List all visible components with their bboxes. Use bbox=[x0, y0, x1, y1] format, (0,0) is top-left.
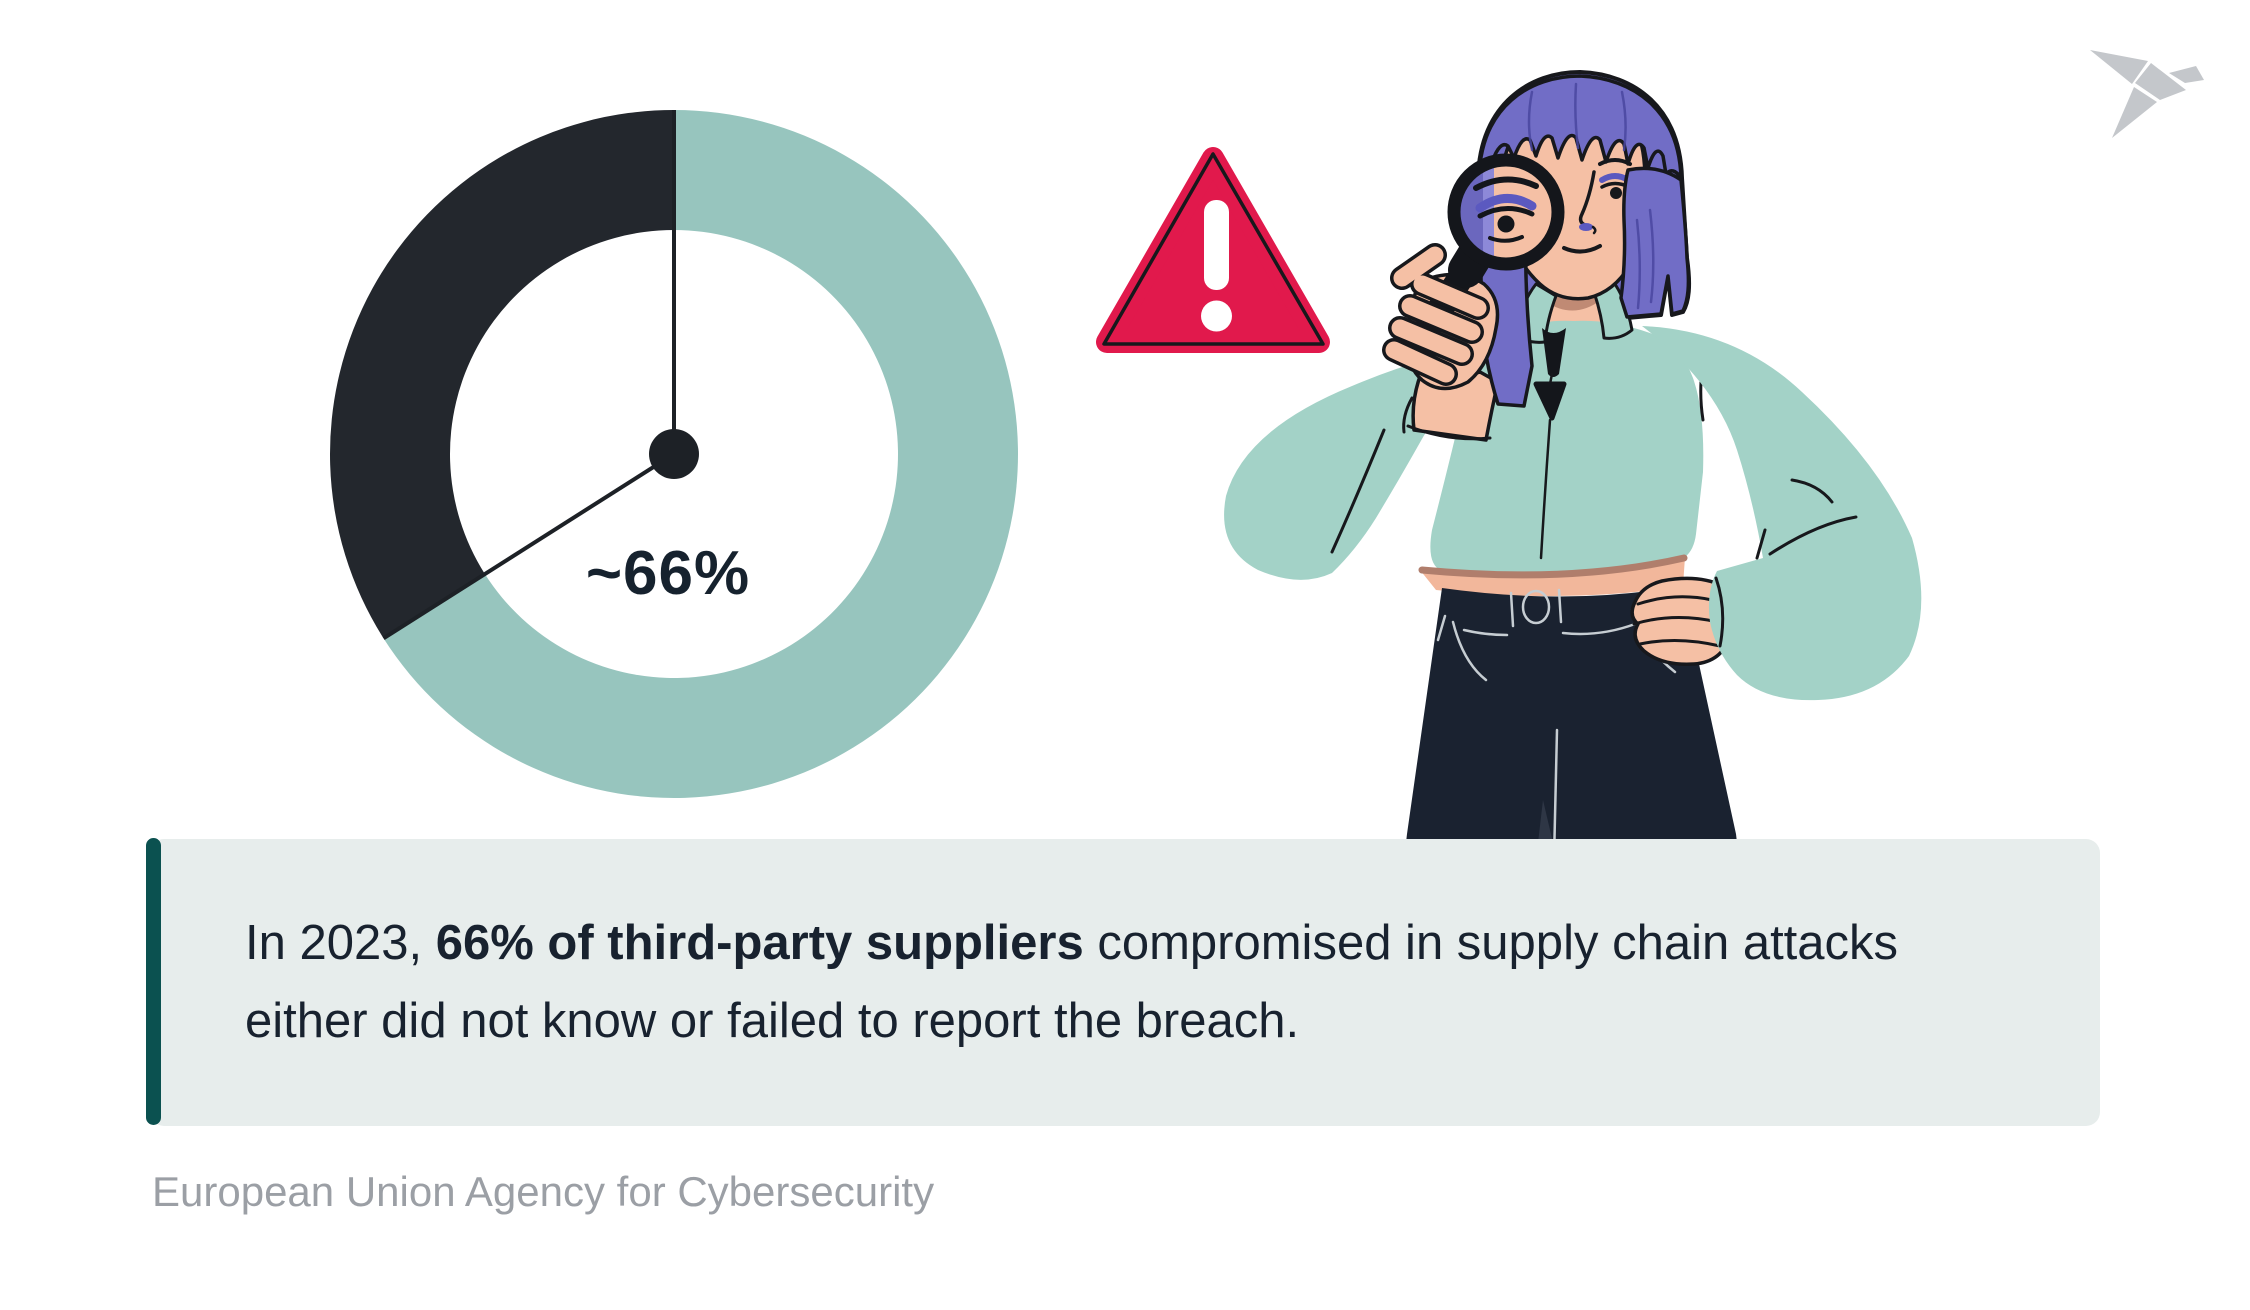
left-sleeve bbox=[1224, 338, 1532, 580]
callout-highlight: 66% of third-party suppliers bbox=[435, 916, 1084, 971]
hand-on-hip bbox=[1630, 576, 1735, 666]
warning-triangle-outline bbox=[1102, 152, 1325, 346]
exclamation-icon bbox=[1201, 200, 1232, 332]
eye-pupil bbox=[1610, 187, 1622, 199]
zipper-pull bbox=[1533, 381, 1567, 421]
lens bbox=[1447, 153, 1565, 271]
donut-divider-line bbox=[382, 452, 676, 641]
warning-triangle-icon bbox=[1096, 147, 1330, 353]
callout-prefix: In 2023, bbox=[245, 916, 436, 971]
donut-slice bbox=[383, 110, 1018, 798]
lens-ring bbox=[1447, 153, 1565, 271]
right-sleeve bbox=[1642, 326, 1922, 701]
callout-accent-bar bbox=[146, 838, 161, 1125]
pocket-stitch-left bbox=[1451, 620, 1488, 682]
magnifying-glass-icon bbox=[1382, 153, 1565, 391]
callout-suffix: compromised in supply chain attacks eith… bbox=[245, 916, 1899, 1048]
donut-chart: ~66% bbox=[330, 110, 1018, 798]
magnified-pupil bbox=[1497, 215, 1515, 233]
callout-card: In 2023, 66% of third-party suppliers co… bbox=[150, 839, 2100, 1126]
source-attribution: European Union Agency for Cybersecurity bbox=[152, 1168, 935, 1215]
waist bbox=[1418, 554, 1688, 597]
nose-accent bbox=[1579, 223, 1593, 231]
woman-investigator-illustration bbox=[1224, 70, 1922, 860]
callout-text: In 2023, 66% of third-party suppliers co… bbox=[245, 905, 2005, 1060]
magnified-eyebrow bbox=[1473, 176, 1539, 191]
donut-center-label: ~66% bbox=[586, 539, 750, 608]
origami-bird-logo bbox=[2090, 50, 2204, 138]
donut-slice bbox=[330, 110, 674, 639]
fingers bbox=[1382, 243, 1490, 386]
donut-center-dot bbox=[649, 429, 699, 479]
